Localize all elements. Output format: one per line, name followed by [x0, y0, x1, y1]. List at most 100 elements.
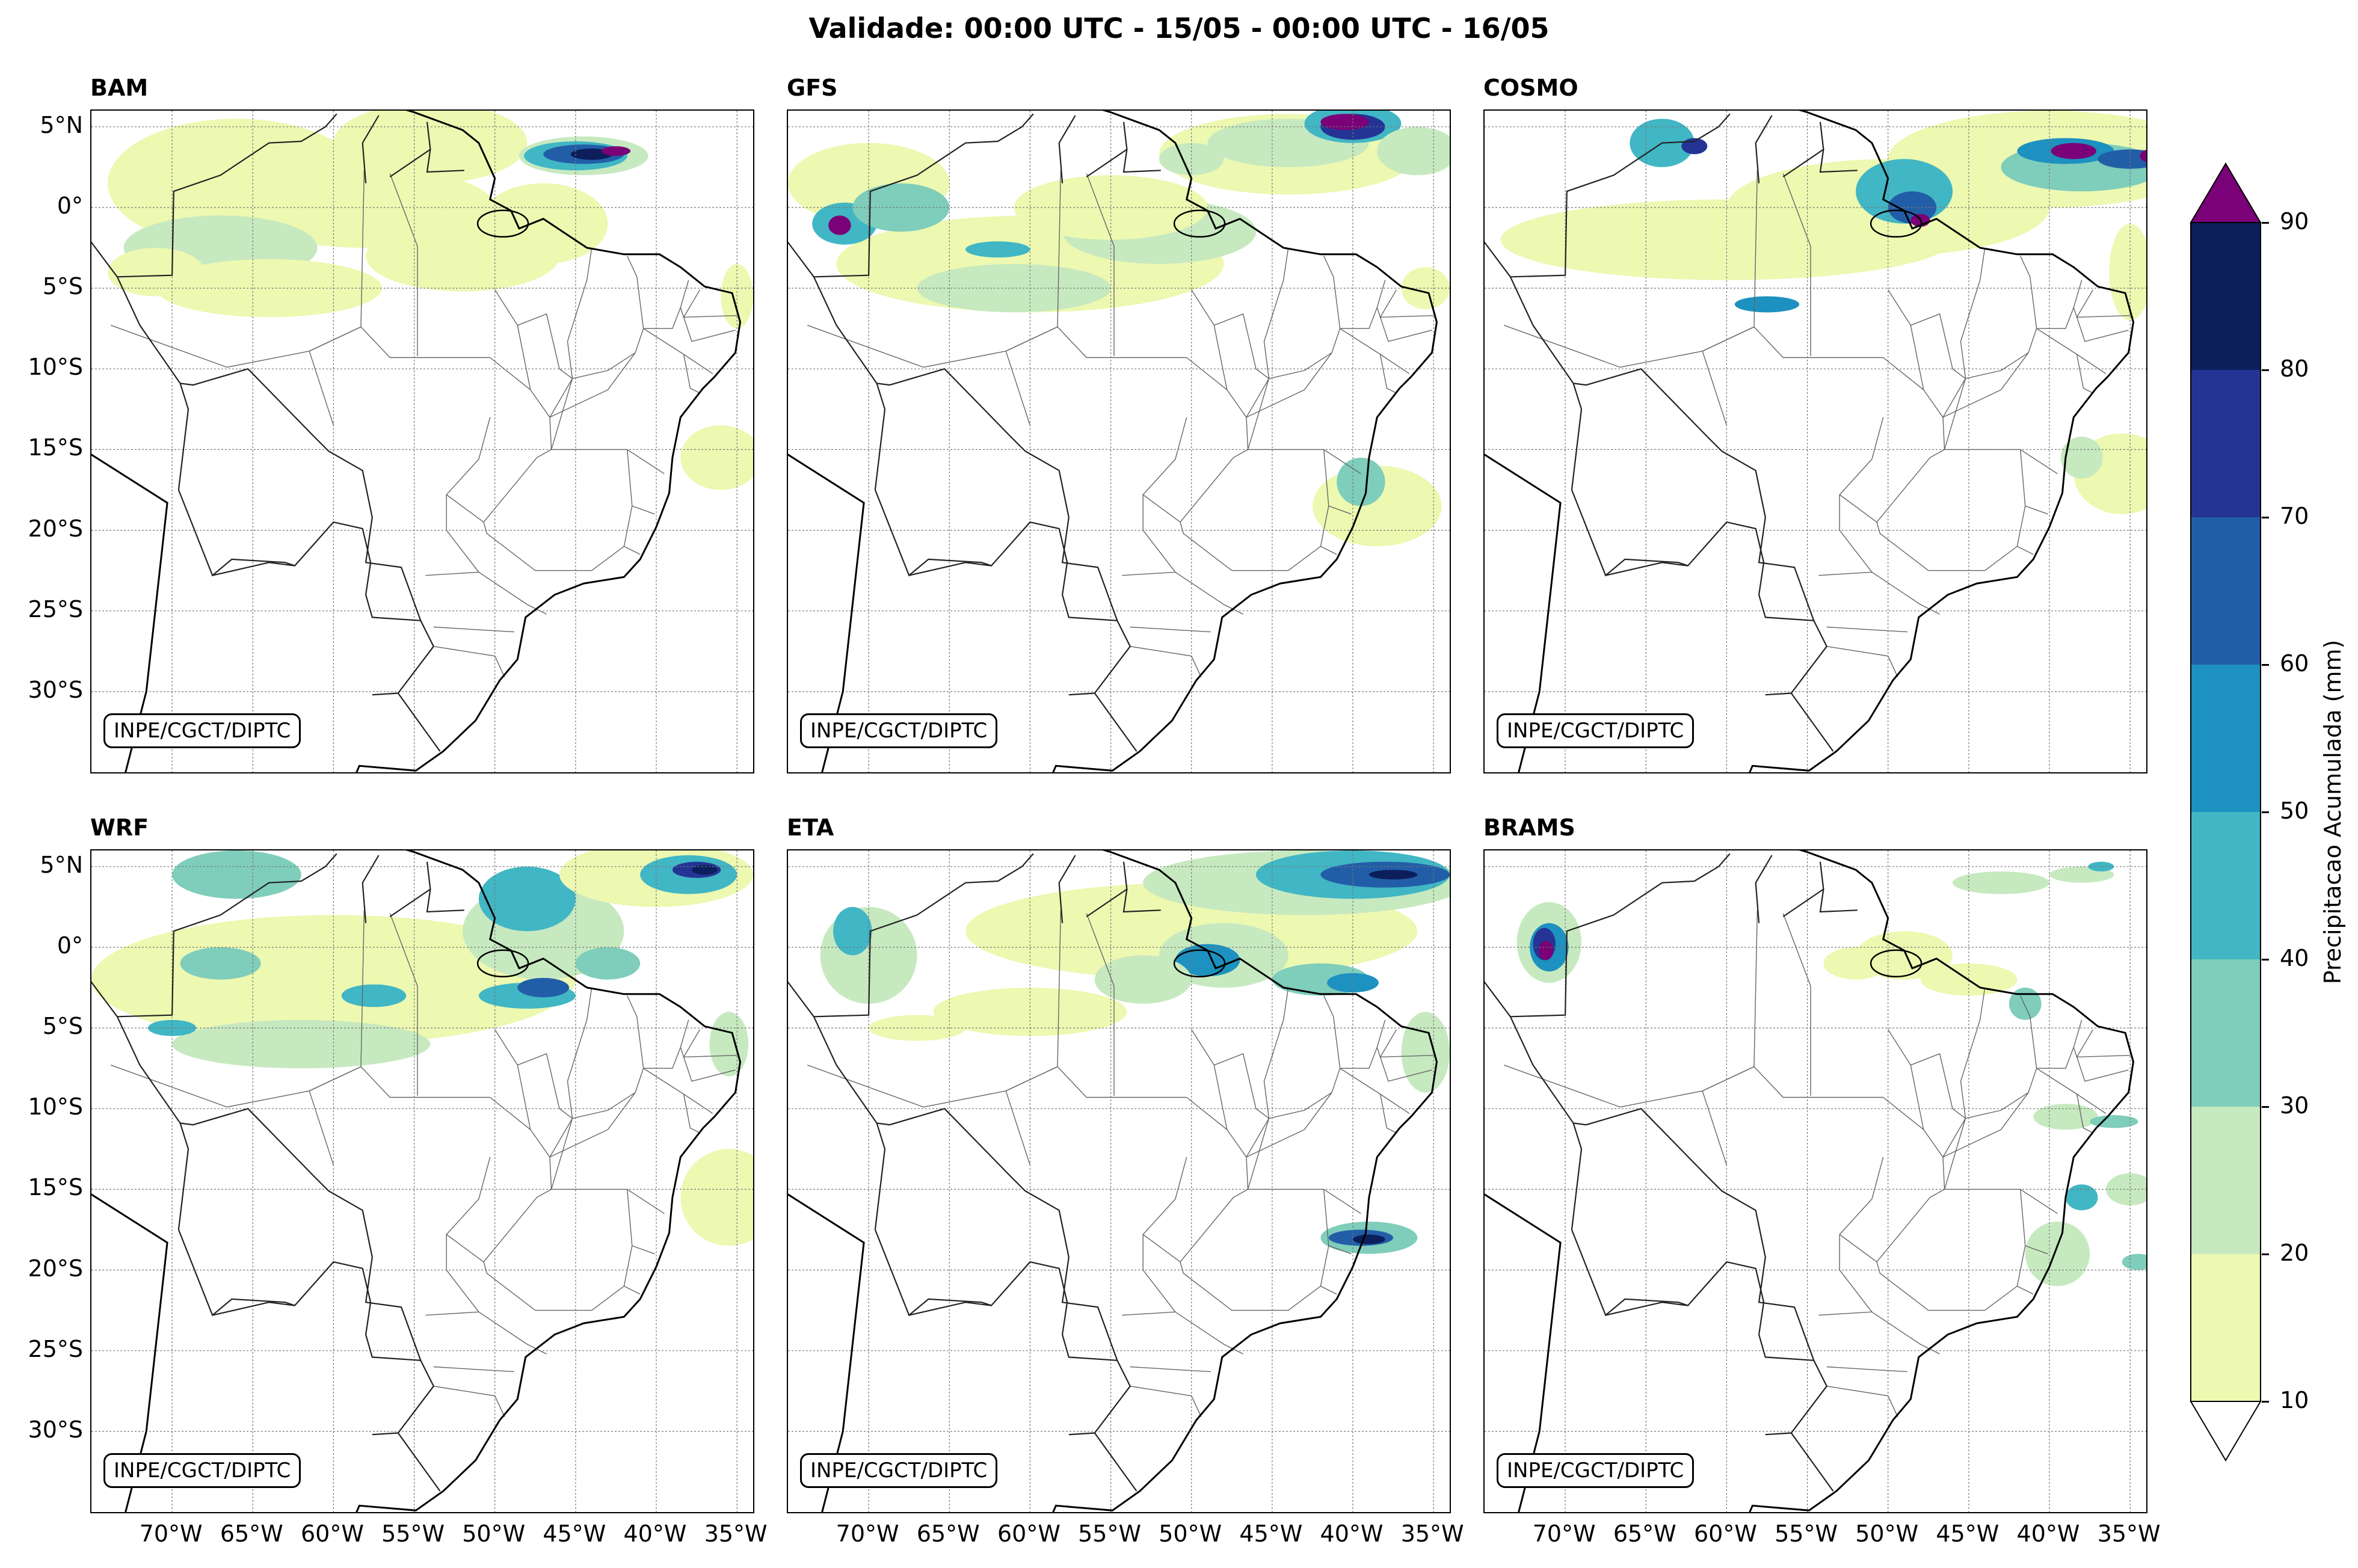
precipitation-cell [833, 906, 872, 956]
country-border [426, 889, 464, 913]
map-panel-wrf: WRF INPE/CGCT/DIPTC [90, 814, 754, 1513]
state-border [1910, 313, 1966, 379]
map-frame: INPE/CGCT/DIPTC [787, 849, 1451, 1513]
precipitation-cell [1500, 199, 1953, 280]
state-border [1269, 1092, 1332, 1119]
state-border [433, 1386, 505, 1417]
colorbar-tick-mark [2262, 959, 2269, 961]
precipitation-map [788, 850, 1450, 1512]
precipitation-cell [172, 850, 301, 899]
precipitation-cell [917, 263, 1111, 313]
lon-tick-label: 60°W [997, 1520, 1060, 1547]
country-border [874, 490, 992, 577]
state-border [807, 325, 924, 368]
marajo-island [476, 949, 529, 978]
state-border [627, 1189, 655, 1255]
state-border [1702, 1066, 1755, 1092]
credit-label: INPE/CGCT/DIPTC [800, 1453, 998, 1488]
state-border [1130, 1366, 1211, 1373]
country-border [1605, 521, 1814, 621]
precipitation-cell [965, 241, 1030, 258]
colorbar-segment [2191, 1254, 2261, 1401]
precipitation-cell [1538, 941, 1554, 961]
marajo-island [1870, 949, 1922, 978]
lon-tick-label: 40°W [2016, 1520, 2080, 1547]
country-border [788, 981, 814, 1017]
state-border [1175, 571, 1243, 615]
precipitation-cell [1368, 870, 1418, 880]
country-border [1605, 1261, 1814, 1361]
state-border [2073, 307, 2129, 342]
state-border [624, 546, 641, 555]
state-border [446, 378, 573, 523]
colorbar-segment [2191, 223, 2261, 370]
state-border [1122, 1234, 1177, 1316]
state-border [1180, 1246, 1329, 1311]
credit-label: INPE/CGCT/DIPTC [103, 713, 301, 748]
colorbar-tick-mark [2262, 1253, 2269, 1255]
lon-tick-label: 50°W [462, 1520, 526, 1547]
state-border [1910, 1053, 1966, 1119]
colorbar-tick-mark [2262, 517, 2269, 518]
precipitation-cell [575, 947, 641, 980]
country-border [1790, 692, 1834, 752]
precipitation-cell [478, 866, 576, 932]
state-border [1923, 378, 1966, 419]
state-border [1180, 506, 1329, 571]
coastline [788, 850, 1438, 1512]
state-border [490, 1029, 531, 1131]
state-border [1186, 289, 1228, 391]
state-border [1826, 1386, 1898, 1417]
map-frame: INPE/CGCT/DIPTC [90, 849, 754, 1513]
state-border [1323, 256, 1341, 353]
state-border [1130, 646, 1202, 677]
country-border [212, 521, 421, 621]
state-border [1965, 1092, 2029, 1119]
state-border [1005, 1066, 1058, 1092]
country-border [116, 1016, 435, 1436]
state-border [643, 280, 689, 329]
state-border [2017, 1285, 2034, 1295]
country-border [1790, 1432, 1834, 1492]
country-border [1485, 241, 1511, 277]
state-border [1818, 494, 1873, 576]
country-border [116, 276, 435, 696]
state-border [1376, 1047, 1432, 1082]
colorbar-tick-label: 20 [2280, 1240, 2309, 1266]
precipitation-cell [692, 865, 718, 875]
precipitation-cell [1401, 267, 1450, 309]
state-border [1782, 173, 1811, 356]
precipitation-cell [2060, 436, 2103, 479]
state-border [309, 351, 334, 426]
map-frame: INPE/CGCT/DIPTC [90, 109, 754, 773]
state-border [1379, 354, 1397, 394]
state-border [2073, 1047, 2129, 1082]
country-border [1086, 121, 1128, 177]
state-border [1702, 351, 1728, 426]
state-border [1186, 1029, 1228, 1131]
country-border [813, 276, 1131, 696]
state-border [627, 449, 655, 515]
state-border [517, 1053, 573, 1119]
map-panel-cosmo: COSMO INPE/CGCT/DIPTC [1483, 75, 2147, 773]
state-border [1122, 494, 1177, 576]
state-border [2020, 256, 2037, 353]
country-border [1094, 692, 1137, 752]
state-border [1942, 1092, 2058, 1214]
lat-tick-label: 30°S [28, 1416, 83, 1443]
country-border [813, 853, 1034, 1018]
country-border [397, 1432, 441, 1492]
precipitation-cell [172, 1019, 431, 1069]
marajo-island [476, 209, 529, 238]
country-border [1571, 383, 1583, 490]
state-border [1263, 247, 1289, 379]
state-border [1130, 1386, 1202, 1417]
country-border [426, 149, 464, 173]
credit-label: INPE/CGCT/DIPTC [1497, 713, 1695, 748]
country-border [177, 383, 189, 490]
state-border [1376, 307, 1432, 342]
country-border [117, 853, 337, 1018]
state-border [1323, 995, 1341, 1093]
country-border [177, 1123, 189, 1230]
state-border [490, 289, 531, 391]
